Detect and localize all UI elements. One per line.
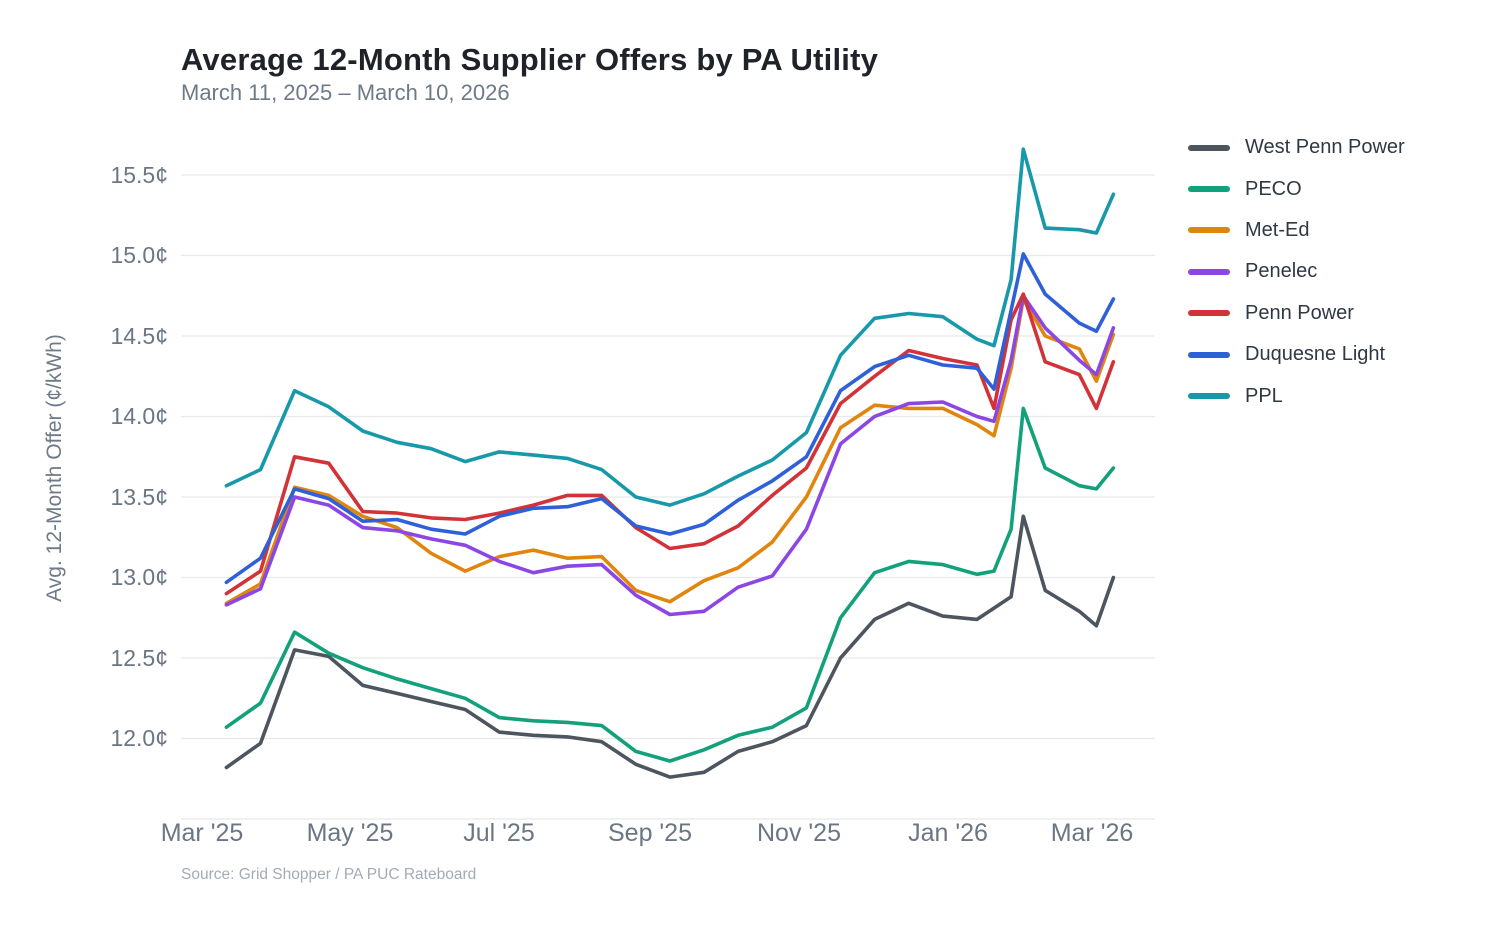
legend-swatch-icon xyxy=(1188,144,1230,151)
legend-label: PECO xyxy=(1245,177,1302,200)
x-tick-label: Sep '25 xyxy=(607,819,692,847)
series-line-peco xyxy=(224,406,1116,763)
legend-label: Duquesne Light xyxy=(1245,343,1386,366)
legend-swatch-icon xyxy=(1188,268,1230,275)
y-tick-label: 12.5¢ xyxy=(110,645,168,671)
series-line-duquesne-light xyxy=(224,252,1116,585)
legend-swatch-icon xyxy=(1188,227,1230,234)
legend-label: Penn Power xyxy=(1245,301,1354,324)
x-tick-label: Nov '25 xyxy=(757,819,841,847)
series-line-penelec xyxy=(224,293,1116,617)
y-tick-label: 13.5¢ xyxy=(110,484,168,510)
x-tick-label: May '25 xyxy=(306,819,394,847)
series-line-west-penn-power xyxy=(224,514,1116,779)
y-tick-label: 14.5¢ xyxy=(110,323,168,349)
legend-item-ppl[interactable]: PPL xyxy=(1188,375,1405,416)
legend-item-duquesne-light[interactable]: Duquesne Light xyxy=(1188,334,1405,375)
legend-swatch-icon xyxy=(1188,393,1230,400)
source-caption: Source: Grid Shopper / PA PUC Rateboard xyxy=(181,866,477,883)
y-axis-title: Avg. 12-Month Offer (¢/kWh) xyxy=(43,334,66,602)
y-tick-label: 15.5¢ xyxy=(110,162,168,188)
y-tick-label: 12.0¢ xyxy=(110,725,168,751)
x-tick-label: Jan '26 xyxy=(908,819,988,847)
series-line-met-ed xyxy=(224,297,1116,606)
legend-swatch-icon xyxy=(1188,186,1230,193)
legend-label: Met-Ed xyxy=(1245,218,1310,241)
legend-label: Penelec xyxy=(1245,260,1318,283)
x-tick-label: Jul '25 xyxy=(463,819,535,847)
x-tick-label: Mar '25 xyxy=(160,819,244,847)
legend-swatch-icon xyxy=(1188,310,1230,317)
chart-subtitle: March 11, 2025 – March 10, 2026 xyxy=(181,80,510,105)
legend-item-west-penn-power[interactable]: West Penn Power xyxy=(1188,127,1405,168)
legend-item-penelec[interactable]: Penelec xyxy=(1188,251,1405,292)
series-line-penn-power xyxy=(224,292,1116,596)
series-line-ppl xyxy=(224,147,1116,507)
y-tick-label: 13.0¢ xyxy=(110,564,168,590)
x-tick-label: Mar '26 xyxy=(1050,819,1134,847)
legend-label: PPL xyxy=(1245,384,1283,407)
legend-label: West Penn Power xyxy=(1245,136,1405,159)
y-tick-label: 15.0¢ xyxy=(110,242,168,268)
legend-swatch-icon xyxy=(1188,351,1230,358)
chart-title: Average 12-Month Supplier Offers by PA U… xyxy=(181,42,879,77)
legend-item-penn-power[interactable]: Penn Power xyxy=(1188,293,1405,334)
legend-item-peco[interactable]: PECO xyxy=(1188,168,1405,209)
legend-item-met-ed[interactable]: Met-Ed xyxy=(1188,210,1405,251)
legend: West Penn Power PECO Met-Ed Penelec Penn… xyxy=(1188,127,1405,417)
y-tick-label: 14.0¢ xyxy=(110,403,168,429)
